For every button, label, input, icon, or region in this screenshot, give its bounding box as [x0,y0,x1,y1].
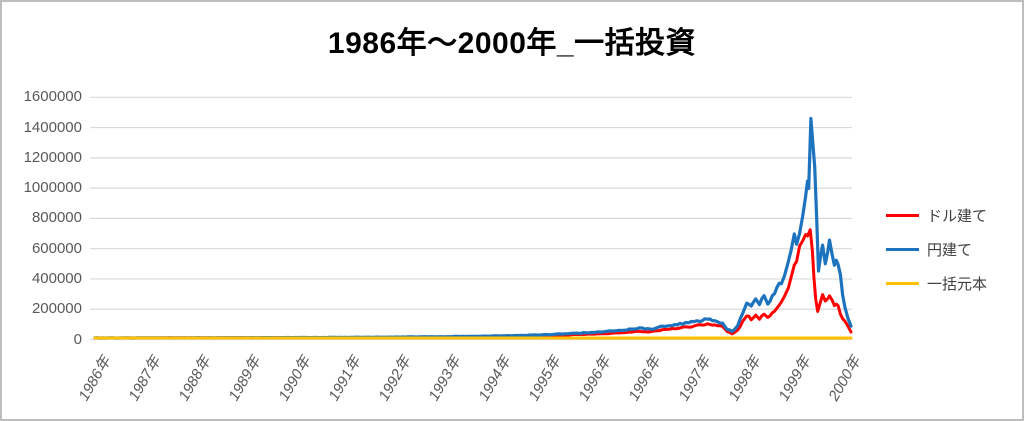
y-tick-label: 1000000 [23,179,82,197]
legend-item-yen: 円建て [886,232,987,266]
y-tick-label: 600000 [31,239,82,257]
y-tick-label: 1600000 [23,88,82,106]
y-tick-label: 400000 [31,269,82,287]
legend-label-yen: 円建て [927,241,973,259]
chart-title: 1986年～2000年_一括投資 [327,27,697,60]
legend-item-dollar: ドル建て [886,198,987,232]
y-tick-label: 800000 [31,209,82,227]
legend-swatch-principal-line [886,281,919,285]
y-tick-label: 1400000 [23,118,82,136]
legend-item-principal: 一括元本 [886,266,987,300]
legend-swatch-dollar-line [886,213,919,217]
legend-swatch-yen-line [886,247,919,251]
legend-label-dollar: ドル建て [927,207,988,225]
legend-label-principal: 一括元本 [927,275,988,293]
y-tick-label: 0 [73,330,82,348]
legend: ドル建て 円建て 一括元本 [886,198,987,300]
series-line-yen [93,116,853,340]
y-tick-label: 1200000 [23,148,82,166]
y-tick-label: 200000 [31,300,82,318]
